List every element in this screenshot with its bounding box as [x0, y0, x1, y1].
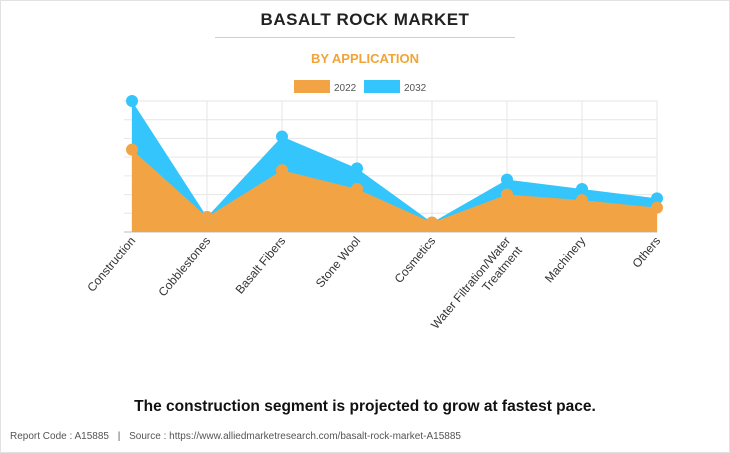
point-2022-stone-wool — [351, 182, 363, 195]
plot-area — [132, 101, 657, 232]
point-2022-basalt-fibers — [276, 164, 288, 177]
x-tick-label-machinery: Machinery — [542, 234, 588, 285]
x-tick-label-construction: Construction — [84, 234, 138, 295]
legend-swatch-2022 — [294, 80, 330, 93]
legend-label-2022: 2022 — [334, 83, 357, 94]
x-tick-label-stone-wool: Stone Wool — [313, 234, 363, 290]
area-series-2022 — [132, 149, 657, 232]
point-2032-stone-wool — [351, 162, 363, 175]
point-2032-machinery — [576, 182, 588, 195]
legend: 2022 2032 — [294, 80, 427, 94]
point-2032-others — [651, 192, 663, 205]
x-tick-label-cosmetics: Cosmetics — [392, 234, 439, 286]
x-tick-label-cobblestones: Cobblestones — [155, 234, 213, 299]
chart-caption: The construction segment is projected to… — [134, 398, 596, 415]
legend-swatch-2032 — [364, 80, 400, 93]
point-2022-cobblestones — [201, 211, 213, 224]
point-2022-others — [651, 201, 663, 214]
x-axis-labels: Construction Cobblestones Basalt Fibers Sto… — [84, 233, 663, 341]
x-tick-label-others: Others — [629, 234, 663, 271]
point-2022-machinery — [576, 194, 588, 207]
legend-label-2032: 2032 — [404, 83, 427, 94]
footer: Report Code : A15885 | Source : https://… — [10, 431, 461, 442]
data-points — [126, 95, 663, 229]
report-code: Report Code : A15885 — [10, 431, 109, 442]
point-2032-construction — [126, 95, 138, 107]
x-tick-label-basalt-fibers: Basalt Fibers — [233, 234, 289, 297]
point-2032-basalt-fibers — [276, 130, 288, 143]
footer-separator: | — [117, 431, 121, 442]
chart-subtitle: BY APPLICATION — [310, 51, 420, 66]
point-2022-cosmetics — [426, 216, 438, 229]
point-2032-water-filtration-water-treatment — [501, 173, 513, 186]
chart-title: BASALT ROCK MARKET — [260, 10, 470, 29]
point-2022-construction — [126, 143, 138, 156]
source-link[interactable]: Source : https://www.alliedmarketresearc… — [129, 431, 461, 442]
point-2022-water-filtration-water-treatment — [501, 188, 513, 201]
x-tick-label-water-filtration-water-treatment: Water Filtration/WaterTreatment — [428, 233, 525, 341]
title-divider — [215, 37, 515, 38]
